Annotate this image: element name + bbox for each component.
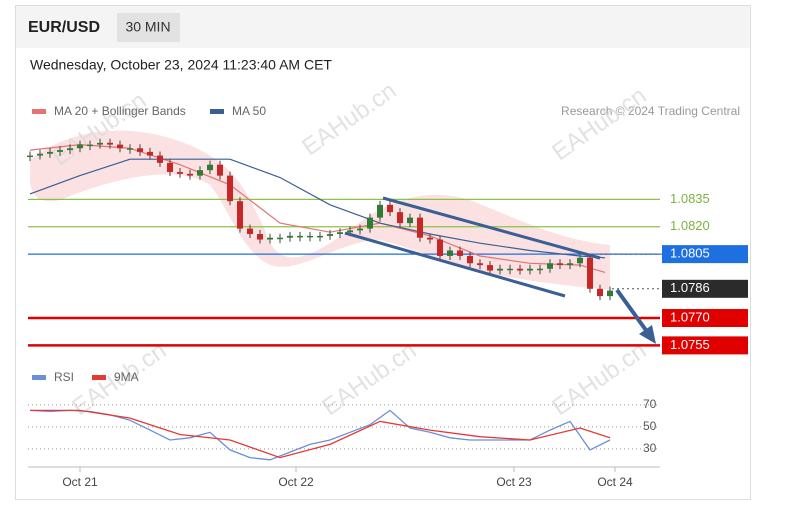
symbol: EUR/USD bbox=[28, 19, 100, 36]
interval[interactable]: 30 MIN bbox=[125, 19, 170, 35]
candle bbox=[387, 204, 393, 213]
candle bbox=[187, 173, 193, 176]
legend-swatch bbox=[210, 109, 224, 114]
timestamp: Wednesday, October 23, 2024 11:23:40 AM … bbox=[30, 57, 332, 73]
candle bbox=[167, 162, 173, 172]
level-badge bbox=[662, 309, 748, 328]
candle bbox=[457, 250, 463, 256]
level-label: 1.0755 bbox=[670, 337, 710, 352]
x-tick-label: Oct 24 bbox=[597, 475, 633, 489]
legend-label: RSI bbox=[54, 370, 74, 384]
level-label: 1.0770 bbox=[670, 309, 710, 324]
channel-upper bbox=[382, 196, 601, 260]
candle bbox=[77, 144, 83, 149]
candle bbox=[397, 212, 403, 224]
rsi-tick-label: 70 bbox=[643, 397, 657, 411]
candle bbox=[447, 250, 453, 256]
rsi-tick-label: 50 bbox=[643, 419, 657, 433]
candle bbox=[97, 142, 103, 145]
candle bbox=[137, 148, 143, 152]
candle bbox=[277, 237, 283, 240]
level-label: 1.0805 bbox=[670, 246, 710, 261]
candle bbox=[287, 235, 293, 238]
candle bbox=[87, 144, 93, 147]
candle bbox=[307, 235, 313, 238]
interval-badge[interactable] bbox=[117, 13, 180, 42]
candle bbox=[467, 255, 473, 264]
candle bbox=[597, 288, 603, 297]
candle bbox=[577, 257, 583, 264]
legend-label: MA 50 bbox=[232, 104, 266, 118]
candle bbox=[567, 263, 573, 266]
level-label: 1.0820 bbox=[670, 218, 710, 233]
legend-label: 9MA bbox=[114, 370, 139, 384]
candle bbox=[367, 217, 373, 229]
candle bbox=[497, 268, 503, 271]
ma-line bbox=[29, 158, 606, 259]
candle bbox=[507, 268, 513, 271]
level-label: 1.0835 bbox=[670, 191, 710, 206]
candle bbox=[237, 201, 243, 229]
candle bbox=[407, 217, 413, 224]
candle bbox=[47, 151, 53, 154]
legend-label: MA 20 + Bollinger Bands bbox=[54, 104, 186, 118]
credit: Research © 2024 Trading Central bbox=[561, 104, 740, 118]
candle bbox=[317, 235, 323, 238]
candle bbox=[157, 155, 163, 163]
candle bbox=[127, 148, 133, 150]
candle bbox=[267, 237, 273, 240]
candle bbox=[347, 230, 353, 233]
x-tick-label: Oct 21 bbox=[62, 475, 98, 489]
candle bbox=[527, 268, 533, 271]
candle bbox=[357, 228, 363, 231]
candle bbox=[547, 263, 553, 269]
rsi-line bbox=[30, 409, 611, 459]
legend-swatch bbox=[32, 109, 46, 114]
candle bbox=[437, 239, 443, 256]
candle bbox=[477, 263, 483, 266]
legend-swatch bbox=[92, 375, 106, 380]
level-badge bbox=[662, 245, 748, 264]
candle bbox=[27, 155, 33, 158]
forecast-arrow bbox=[615, 288, 650, 335]
candle bbox=[557, 263, 563, 266]
candle bbox=[177, 171, 183, 174]
candle bbox=[337, 232, 343, 235]
candle bbox=[37, 153, 43, 156]
x-tick-label: Oct 22 bbox=[278, 475, 314, 489]
candle bbox=[107, 142, 113, 145]
candle bbox=[487, 265, 493, 271]
candle bbox=[297, 235, 303, 238]
x-tick-label: Oct 23 bbox=[496, 475, 532, 489]
candle bbox=[607, 290, 613, 297]
candle bbox=[67, 148, 73, 151]
rsi-tick-label: 30 bbox=[643, 441, 657, 455]
level-badge bbox=[662, 279, 748, 298]
arrow-head bbox=[639, 325, 656, 344]
candle bbox=[327, 234, 333, 236]
candle bbox=[207, 164, 213, 171]
legend-swatch bbox=[32, 375, 46, 380]
candle bbox=[197, 170, 203, 176]
channel-lower bbox=[344, 231, 566, 298]
candle bbox=[147, 151, 153, 156]
candle bbox=[417, 217, 423, 238]
candle bbox=[427, 237, 433, 240]
candle bbox=[217, 164, 223, 176]
candle bbox=[377, 204, 383, 218]
rsi-line bbox=[29, 409, 611, 461]
level-badge bbox=[662, 336, 748, 355]
candle bbox=[257, 234, 263, 240]
candle bbox=[247, 228, 253, 235]
candle bbox=[57, 150, 63, 152]
candle bbox=[537, 268, 543, 271]
level-label: 1.0786 bbox=[670, 280, 710, 295]
candle bbox=[587, 257, 593, 289]
candle bbox=[117, 144, 123, 149]
card bbox=[15, 5, 751, 500]
candle bbox=[517, 268, 523, 271]
candle bbox=[227, 175, 233, 202]
